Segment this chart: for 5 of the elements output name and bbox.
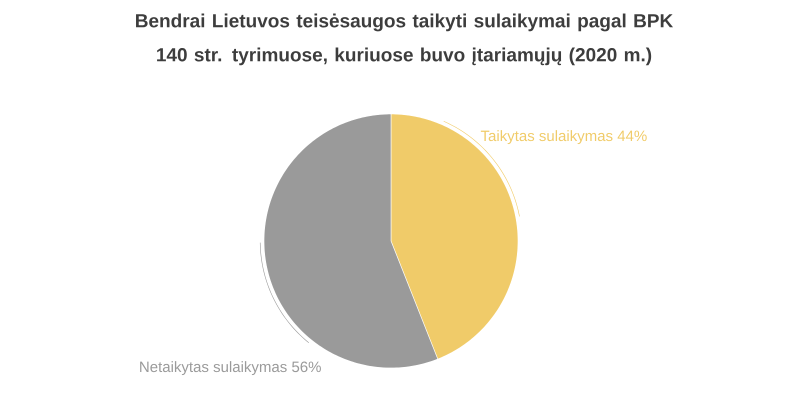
slice-label: Netaikytas sulaikymas (140, 361, 287, 376)
slice-label: Taikytas sulaikymas (480, 130, 612, 144)
data-label: 44% (618, 130, 647, 142)
chart-title: Bendrai Lietuvos teisėsaugos taikyti sulaikymai pagal BPK 140 str. tyrimuose, kuriuose buvo įtariamųjų (2020 m.) (136, 14, 674, 66)
data-label: 56% (292, 362, 321, 372)
